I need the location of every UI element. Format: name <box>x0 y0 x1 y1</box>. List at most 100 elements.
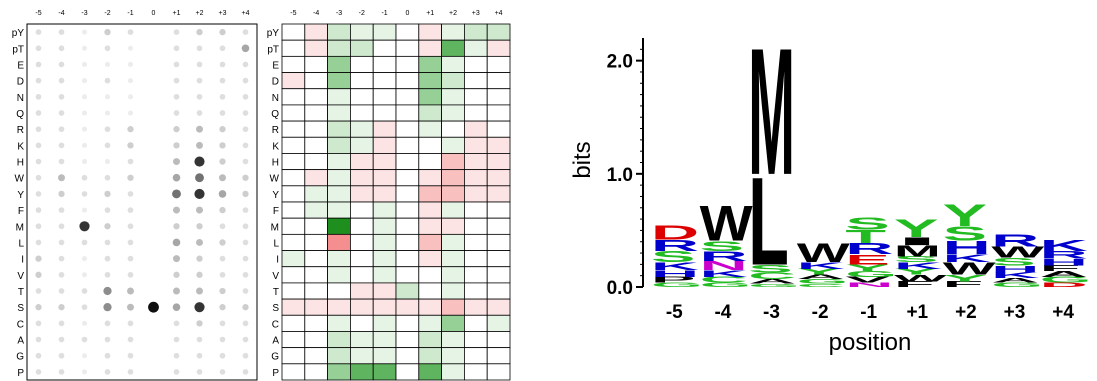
heatmap-cell <box>349 314 374 332</box>
heatmap-panel: -5 -4 -3 -2 -1 0 +1 +2 +3 +4 pY pT EDNQRKHWYFMLIVTSC… <box>267 10 511 381</box>
heatmap-cell <box>486 314 511 332</box>
spot <box>148 301 159 313</box>
spot-row-label: I <box>21 255 24 266</box>
heatmap-column-label: 0 <box>405 10 409 17</box>
spot <box>242 158 249 165</box>
heatmap-cell <box>349 39 374 57</box>
heatmap-row-label: pT <box>267 44 279 55</box>
spot <box>127 239 134 246</box>
spot <box>242 320 249 327</box>
heatmap-cell <box>281 136 306 154</box>
logo-position-label: -2 <box>812 302 829 323</box>
spot <box>173 206 180 214</box>
spot <box>58 369 65 375</box>
heatmap-column-label: -1 <box>381 10 387 17</box>
logo-letter: N <box>845 281 893 288</box>
logo-letter: F <box>943 280 984 289</box>
spot-row-label: V <box>17 271 24 282</box>
heatmap-cell <box>418 39 442 57</box>
spot <box>173 77 180 84</box>
heatmap-cell <box>418 347 442 365</box>
logo-letter: Y <box>943 198 987 233</box>
logo-y-tick-label: 0.0 <box>607 278 633 299</box>
heatmap-cell <box>281 153 306 171</box>
heatmap-cell <box>463 217 488 235</box>
spot <box>219 271 226 278</box>
spot <box>58 190 65 198</box>
heatmap-cell <box>372 104 397 122</box>
spot <box>219 320 226 327</box>
heatmap-cell <box>304 88 328 106</box>
spot-column-label: -3 <box>81 10 87 17</box>
spot-row-label: E <box>17 60 24 71</box>
spot-row-label: M <box>16 222 24 233</box>
spot <box>173 110 180 116</box>
logo-letter: K <box>894 261 942 272</box>
heatmap-row-label: C <box>272 319 279 330</box>
heatmap-cell <box>304 298 328 316</box>
spot-array-panel: -5 -4 -3 -2 -1 0 +1 +2 +3 +4 pY pT EDNQRKHWYFMLIVTSC… <box>12 10 258 381</box>
heatmap-row-label: R <box>272 125 279 136</box>
spot <box>219 45 226 52</box>
spot <box>104 110 111 116</box>
heatmap-cell <box>486 282 511 300</box>
heatmap-cell <box>304 153 328 171</box>
heatmap-cell <box>349 347 374 365</box>
heatmap-row-label: V <box>272 271 279 282</box>
heatmap-cell <box>395 250 420 268</box>
spot <box>104 174 111 181</box>
logo-letter: R <box>845 240 893 258</box>
heatmap-row-label: D <box>272 77 279 88</box>
spot <box>173 287 180 295</box>
logo-letter: S <box>943 222 987 245</box>
heatmap-cell <box>395 282 420 300</box>
heatmap-cell <box>281 23 306 41</box>
logo-y-tick-label: 2.0 <box>607 52 633 73</box>
heatmap-cell <box>441 104 465 122</box>
spot <box>172 303 181 311</box>
spot <box>58 239 65 246</box>
spot-row-label: S <box>17 303 24 314</box>
heatmap-row-label: Q <box>271 109 279 120</box>
spot <box>196 28 203 36</box>
heatmap-cell <box>327 39 351 57</box>
heatmap-row-label: G <box>271 352 279 363</box>
spot <box>81 288 88 294</box>
logo-letter: H <box>943 238 991 259</box>
heatmap-cell <box>327 136 351 154</box>
heatmap-cell <box>327 347 351 365</box>
spot <box>58 304 65 311</box>
heatmap-cell <box>418 185 442 203</box>
heatmap-row-label: K <box>272 141 279 152</box>
spot <box>35 271 42 278</box>
spot <box>104 159 111 165</box>
spot <box>242 336 249 343</box>
spot <box>58 142 65 149</box>
logo-position-label: -1 <box>860 302 877 323</box>
spot <box>173 158 180 166</box>
spot <box>242 29 249 35</box>
logo-letter: W <box>943 259 997 279</box>
heatmap-cell <box>486 347 511 365</box>
heatmap-cell <box>327 185 351 203</box>
heatmap-cell <box>486 136 511 154</box>
spot <box>219 223 226 230</box>
spot <box>58 288 65 294</box>
heatmap-cell <box>463 233 488 251</box>
spot-row-label: G <box>16 352 24 363</box>
spot <box>173 369 180 375</box>
heatmap-cell <box>327 298 351 316</box>
logo-letter: M <box>894 242 941 260</box>
heatmap-cell <box>304 39 328 57</box>
heatmap-cell <box>304 266 328 284</box>
heatmap-cell <box>327 153 351 171</box>
spot <box>104 190 111 198</box>
heatmap-cell <box>441 23 465 41</box>
logo-letter: R <box>1040 249 1088 261</box>
spot <box>219 158 226 165</box>
heatmap-cell <box>395 233 420 251</box>
logo-letter: K <box>797 261 845 272</box>
spot <box>81 78 88 84</box>
heatmap-cell <box>395 55 420 73</box>
logo-letter: E <box>845 252 889 268</box>
